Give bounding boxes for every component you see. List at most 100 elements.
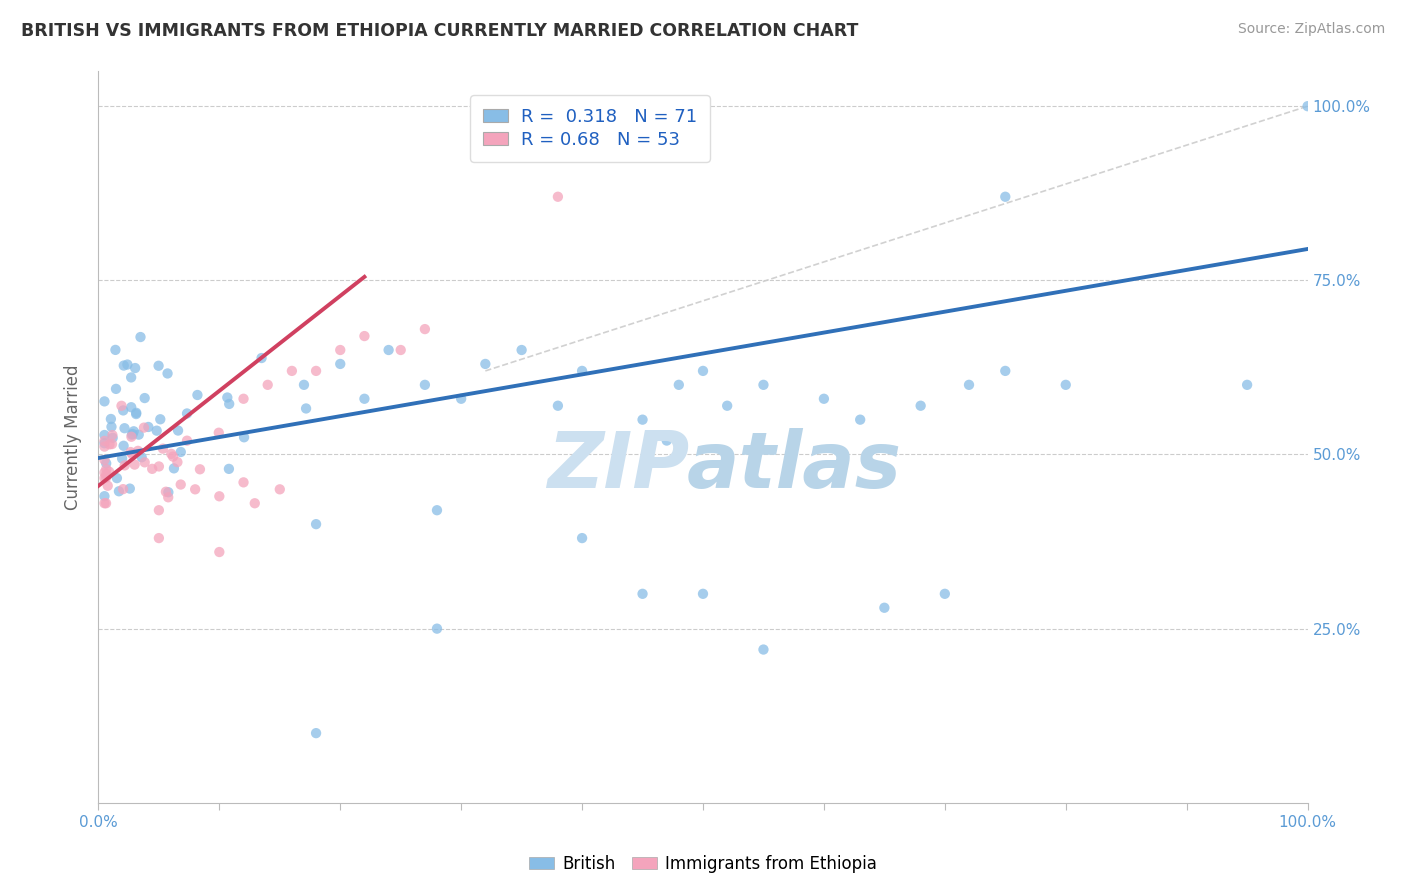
Point	[176, 407, 198, 421]
Text: BRITISH VS IMMIGRANTS FROM ETHIOPIA CURRENTLY MARRIED CORRELATION CHART: BRITISH VS IMMIGRANTS FROM ETHIOPIA CURR…	[21, 22, 859, 40]
Point	[127, 443, 149, 458]
Point	[131, 450, 153, 465]
Point	[233, 430, 256, 444]
Point	[389, 343, 412, 357]
Point	[157, 485, 180, 500]
Point	[110, 399, 132, 413]
Point	[655, 434, 678, 448]
Point	[752, 642, 775, 657]
Point	[813, 392, 835, 406]
Point	[121, 447, 143, 461]
Point	[111, 451, 134, 466]
Point	[96, 467, 118, 482]
Point	[114, 458, 136, 473]
Point	[510, 343, 533, 357]
Point	[156, 367, 179, 381]
Point	[994, 190, 1017, 204]
Point	[426, 622, 449, 636]
Point	[128, 427, 150, 442]
Point	[873, 600, 896, 615]
Point	[256, 377, 278, 392]
Point	[218, 462, 240, 476]
Point	[93, 436, 115, 450]
Point	[329, 357, 352, 371]
Point	[149, 412, 172, 426]
Point	[93, 466, 115, 480]
Point	[186, 388, 208, 402]
Point	[305, 517, 328, 532]
Point	[121, 427, 143, 442]
Text: Source: ZipAtlas.com: Source: ZipAtlas.com	[1237, 22, 1385, 37]
Point	[1296, 99, 1319, 113]
Point	[849, 412, 872, 426]
Point	[96, 470, 118, 484]
Point	[148, 459, 170, 474]
Point	[295, 401, 318, 416]
Point	[910, 399, 932, 413]
Point	[188, 462, 211, 476]
Point	[100, 419, 122, 434]
Point	[547, 190, 569, 204]
Y-axis label: Currently Married: Currently Married	[65, 364, 83, 510]
Point	[148, 531, 170, 545]
Point	[413, 377, 436, 392]
Point	[105, 382, 128, 396]
Point	[184, 483, 207, 497]
Point	[129, 330, 152, 344]
Point	[112, 359, 135, 373]
Point	[170, 477, 193, 491]
Point	[114, 421, 136, 435]
Point	[166, 455, 188, 469]
Point	[692, 587, 714, 601]
Point	[93, 489, 115, 503]
Point	[281, 364, 304, 378]
Point	[155, 484, 177, 499]
Point	[232, 475, 254, 490]
Point	[208, 489, 231, 503]
Point	[426, 503, 449, 517]
Point	[120, 430, 142, 444]
Point	[716, 399, 738, 413]
Point	[134, 455, 156, 469]
Point	[121, 427, 143, 442]
Point	[96, 462, 118, 476]
Point	[208, 425, 231, 440]
Text: ZIP: ZIP	[547, 428, 689, 504]
Point	[571, 531, 593, 545]
Point	[98, 437, 121, 451]
Legend: R =  0.318   N = 71, R = 0.68   N = 53: R = 0.318 N = 71, R = 0.68 N = 53	[470, 95, 710, 161]
Point	[269, 483, 291, 497]
Point	[148, 359, 170, 373]
Legend: British, Immigrants from Ethiopia: British, Immigrants from Ethiopia	[522, 848, 884, 880]
Point	[157, 491, 180, 505]
Point	[97, 479, 120, 493]
Point	[105, 471, 128, 485]
Point	[353, 329, 375, 343]
Point	[120, 370, 142, 384]
Point	[752, 377, 775, 392]
Point	[93, 394, 115, 409]
Point	[118, 482, 141, 496]
Point	[93, 440, 115, 454]
Point	[120, 445, 142, 459]
Point	[96, 456, 118, 470]
Point	[152, 442, 174, 456]
Point	[112, 439, 135, 453]
Point	[217, 391, 239, 405]
Point	[122, 425, 145, 439]
Point	[413, 322, 436, 336]
Point	[104, 343, 127, 357]
Point	[957, 377, 980, 392]
Point	[668, 377, 690, 392]
Point	[163, 461, 186, 475]
Point	[353, 392, 375, 406]
Point	[93, 434, 115, 448]
Point	[138, 420, 160, 434]
Point	[112, 403, 135, 417]
Point	[934, 587, 956, 601]
Point	[692, 364, 714, 378]
Point	[112, 482, 135, 496]
Point	[167, 424, 190, 438]
Point	[377, 343, 399, 357]
Point	[148, 503, 170, 517]
